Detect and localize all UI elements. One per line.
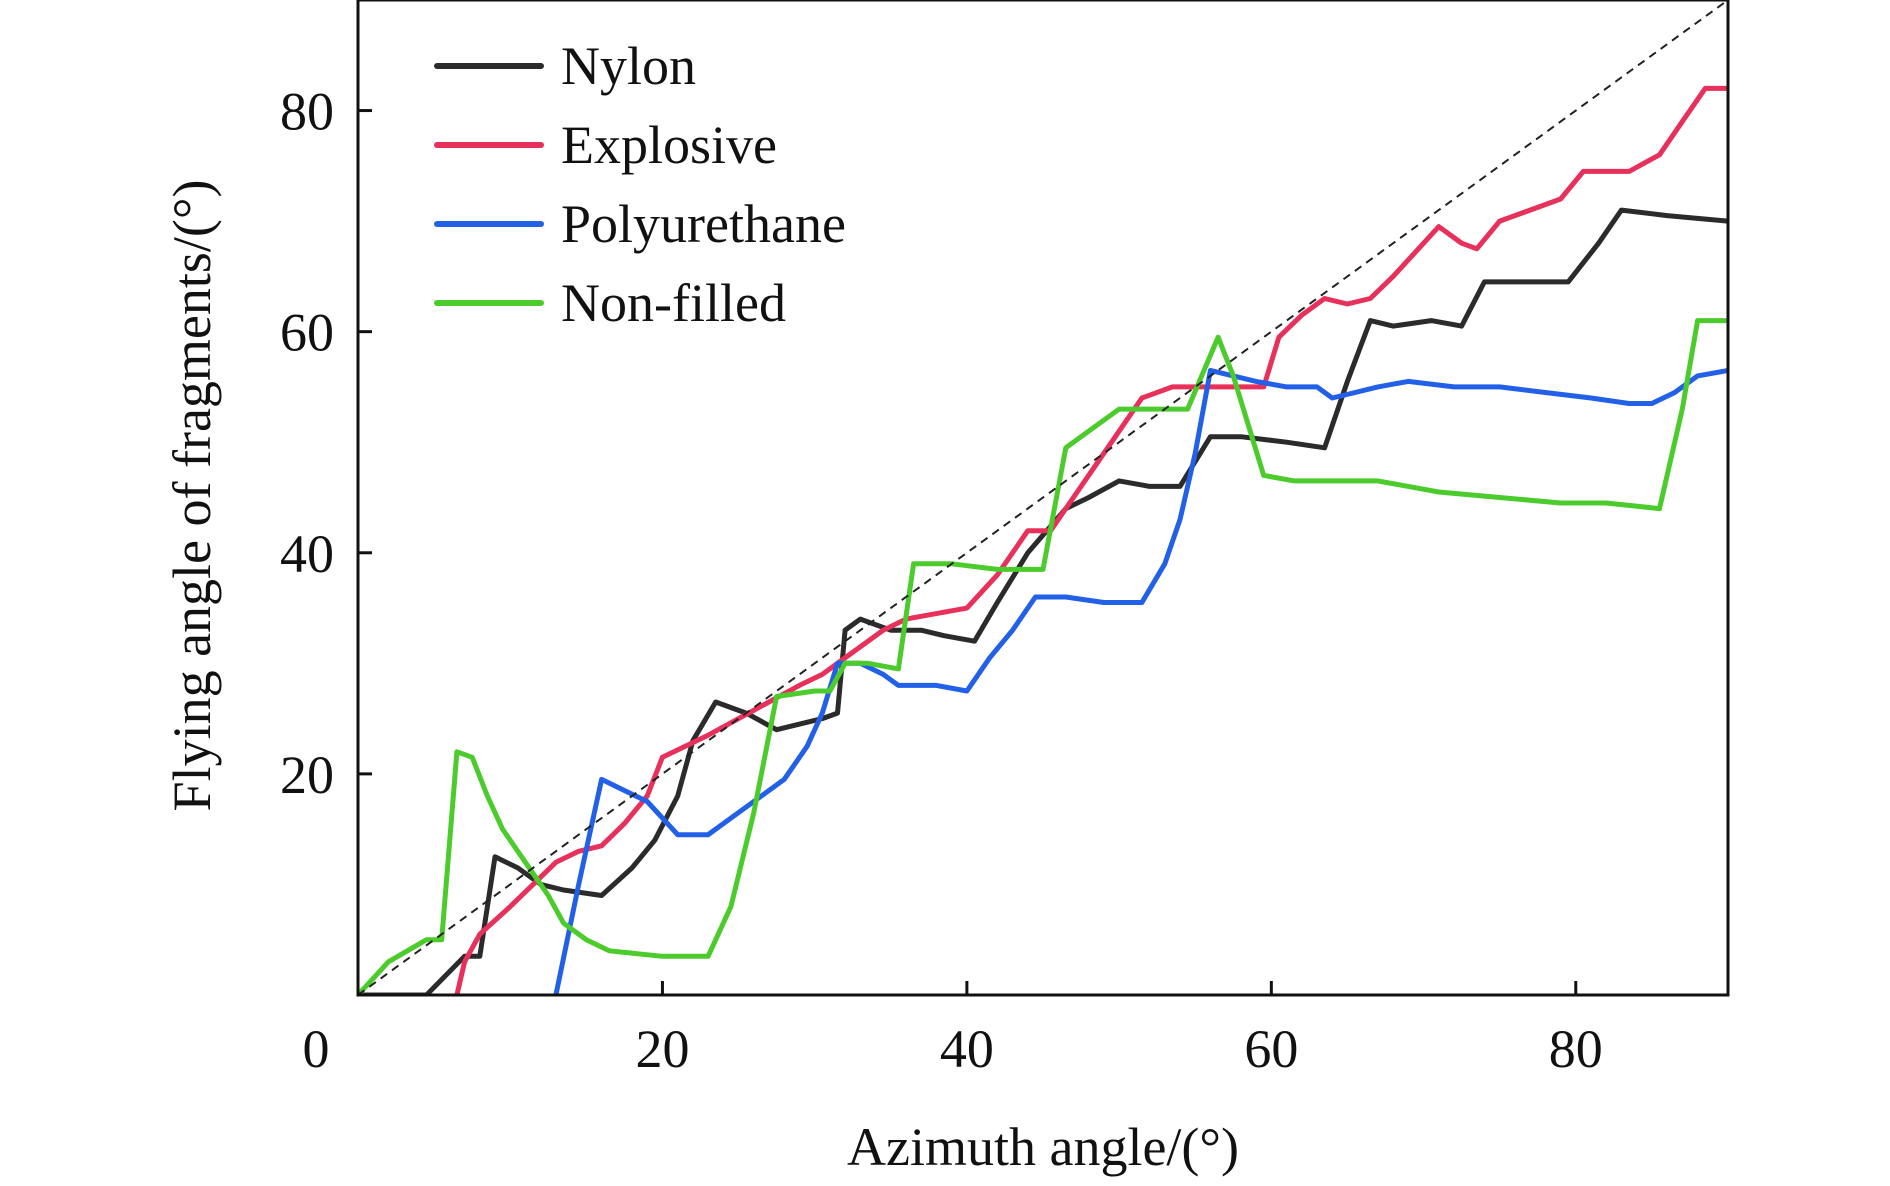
legend-label-polyurethane: Polyurethane: [561, 194, 846, 254]
x-tick-label: 60: [1244, 1019, 1298, 1079]
series-line-polyurethane: [553, 367, 1728, 995]
reference-line-layer: [358, 0, 1728, 995]
reference-diagonal-line: [358, 0, 1728, 995]
legend-label-nylon: Nylon: [561, 36, 696, 96]
tick-layer: 0 20 40 60 80 20 40 60 80: [280, 82, 1603, 1079]
legend-label-non-filled: Non-filled: [561, 273, 786, 333]
legend: Nylon Explosive Polyurethane Non-filled: [434, 36, 846, 333]
x-tick-label: 20: [635, 1019, 689, 1079]
series-layer: [358, 85, 1728, 995]
x-axis-title: Azimuth angle/(°): [847, 1117, 1239, 1177]
series-line-nylon: [358, 207, 1728, 995]
legend-label-explosive: Explosive: [561, 115, 777, 175]
y-axis-title: Flying angle of fragments/(°): [162, 180, 222, 812]
y-tick-label: 20: [280, 745, 334, 805]
plot-frame: [356, 0, 1730, 997]
y-tick-label: 60: [280, 303, 334, 363]
x-tick-label: 80: [1549, 1019, 1603, 1079]
series-line-non-filled: [358, 318, 1728, 995]
y-tick-label: 80: [280, 82, 334, 142]
x-tick-label: 0: [303, 1019, 330, 1079]
x-tick-label: 40: [940, 1019, 994, 1079]
y-tick-label: 40: [280, 524, 334, 584]
